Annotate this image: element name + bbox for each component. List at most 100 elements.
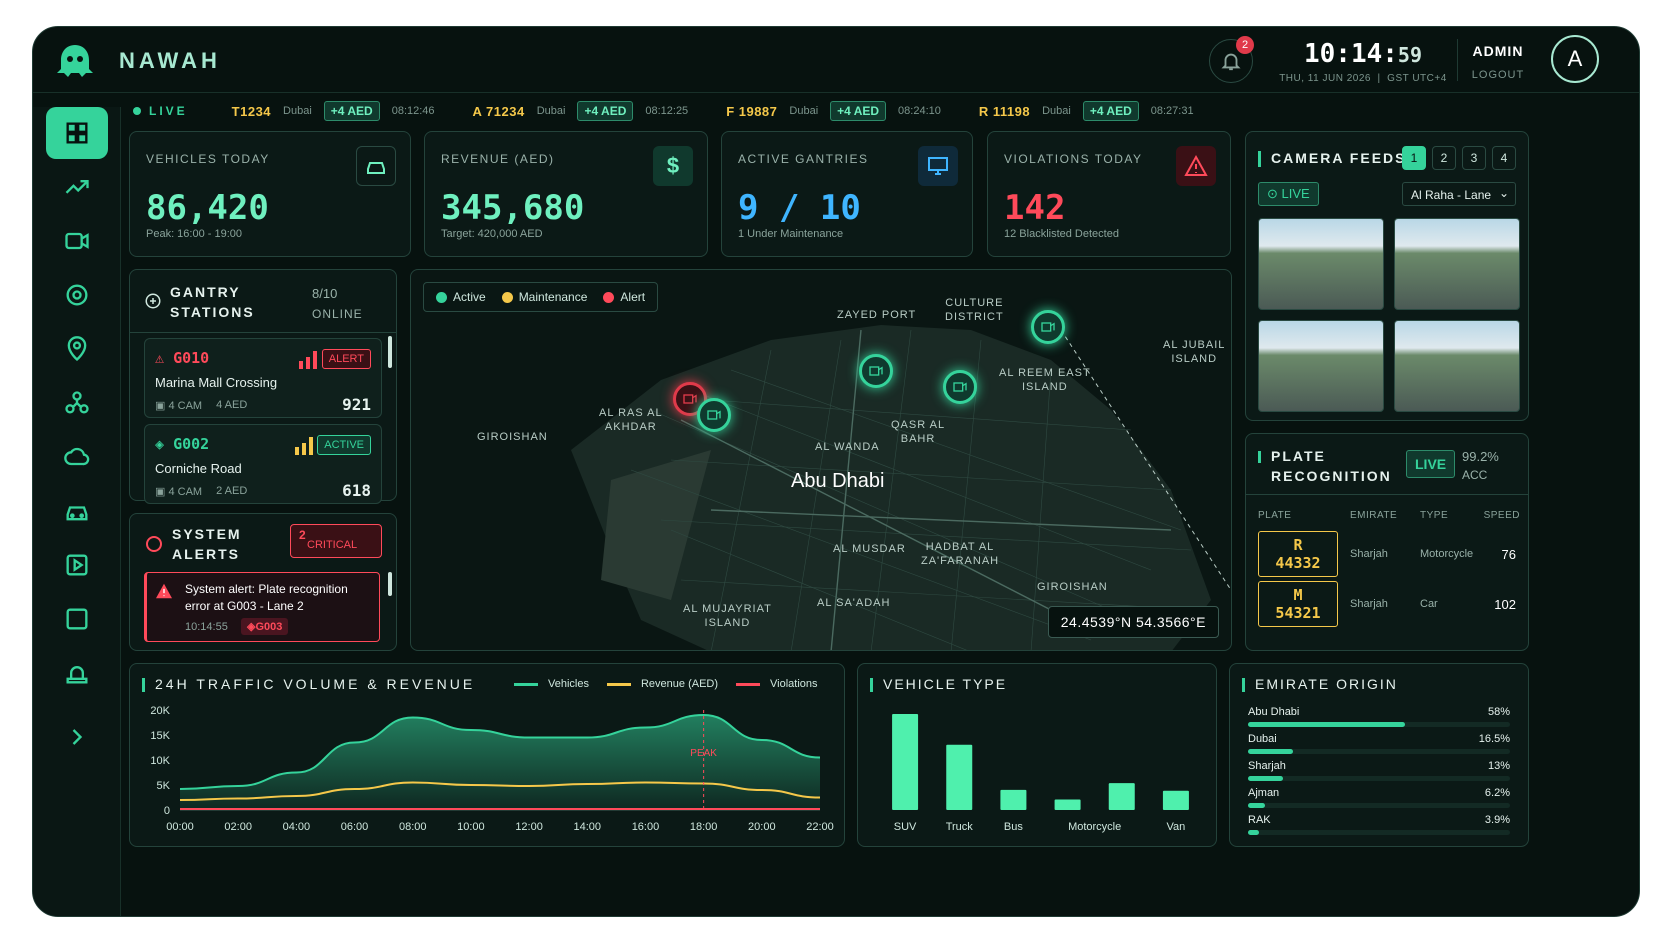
emirate-percent: 3.9% (1484, 814, 1510, 826)
camera-icon (953, 382, 967, 392)
camera-tab[interactable]: 3 (1462, 146, 1486, 170)
sidebar-item-reports[interactable] (46, 593, 108, 645)
legend-item[interactable]: Active (436, 290, 486, 304)
gantry-meta: ▣ 4 CAM 4 AED (155, 399, 248, 412)
emirate-row[interactable]: Sharjah 13% (1248, 760, 1510, 786)
legend-item[interactable]: Vehicles (514, 678, 589, 690)
camera-feed-thumbnail[interactable] (1394, 320, 1520, 412)
x-tick-label: 08:00 (399, 821, 427, 833)
gear-icon (66, 284, 88, 306)
gantry-pin[interactable] (943, 370, 977, 404)
camera-feed-thumbnail[interactable] (1258, 218, 1384, 310)
legend-item[interactable]: Revenue (AED) (606, 678, 718, 690)
map-label: CULTURE DISTRICT (945, 297, 1004, 323)
bar[interactable] (1162, 790, 1189, 810)
plate-live-badge[interactable]: LIVE (1406, 450, 1456, 478)
notifications-button[interactable]: 2 (1209, 36, 1254, 83)
sidebar-item-vehicles[interactable] (46, 485, 108, 537)
stat-label: ACTIVE GANTRIES (738, 152, 869, 166)
stat-card-violations[interactable]: VIOLATIONS TODAY 142 12 Blacklisted Dete… (987, 131, 1231, 257)
stat-sub: Peak: 16:00 - 19:00 (146, 228, 243, 240)
x-tick-label: 02:00 (224, 821, 252, 833)
alert-tag[interactable]: ◈G003 (241, 618, 289, 635)
plus-circle-icon (145, 293, 161, 309)
bar[interactable] (1108, 783, 1135, 810)
avatar[interactable]: A (1551, 35, 1599, 83)
series-line[interactable] (179, 781, 821, 801)
ticker-item[interactable]: R 11198 Dubai +4 AED 08:27:31 (979, 101, 1194, 121)
emirate-row[interactable]: Dubai 16.5% (1248, 733, 1510, 759)
emirate-row[interactable]: Ajman 6.2% (1248, 787, 1510, 813)
camera-icon: ▣ 4 CAM (155, 400, 203, 412)
gantry-pin[interactable] (1031, 310, 1065, 344)
camera-feed-thumbnail[interactable] (1394, 218, 1520, 310)
table-row[interactable]: M 54321 Sharjah Car 102 (1258, 581, 1516, 627)
brand[interactable]: NAWAH (55, 41, 221, 81)
sidebar-expand-button[interactable] (46, 711, 108, 763)
city-map[interactable] (411, 270, 1232, 651)
scrollbar[interactable] (388, 336, 392, 368)
camera-tab[interactable]: 1 (1402, 146, 1426, 170)
car-icon (66, 506, 88, 521)
gantry-pin[interactable] (859, 354, 893, 388)
stat-card-vehicles[interactable]: VEHICLES TODAY 86,420 Peak: 16:00 - 19:0… (129, 131, 411, 257)
bar[interactable] (946, 744, 973, 810)
y-tick-label: 5K (157, 780, 171, 792)
sidebar-item-cameras[interactable] (46, 215, 108, 267)
alert-message: System alert: Plate recognition error at… (185, 582, 348, 613)
stat-card-gantries[interactable]: ACTIVE GANTRIES 9 / 10 1 Under Maintenan… (721, 131, 973, 257)
camera-icon (65, 232, 89, 250)
critical-badge[interactable]: 2 CRITICAL (290, 524, 382, 558)
sidebar-item-cloud[interactable] (46, 431, 108, 483)
ticker-item[interactable]: A 71234 Dubai +4 AED 08:12:25 (473, 101, 689, 121)
sidebar-item-alerts[interactable] (46, 647, 108, 699)
camera-feed-thumbnail[interactable] (1258, 320, 1384, 412)
sidebar-item-settings[interactable] (46, 269, 108, 321)
camera-tab[interactable]: 4 (1492, 146, 1516, 170)
ticker-item[interactable]: F 19887 Dubai +4 AED 08:24:10 (726, 101, 941, 121)
camera-tab[interactable]: 2 (1432, 146, 1456, 170)
logout-link[interactable]: LOGOUT (1471, 69, 1525, 81)
ticker-time: 08:12:25 (645, 105, 689, 117)
map-panel[interactable]: Active Maintenance Alert ZAYED PORT CULT… (410, 269, 1232, 651)
gantry-pin[interactable] (697, 398, 731, 432)
sidebar-item-analytics[interactable] (46, 161, 108, 213)
sidebar-item-locations[interactable] (46, 323, 108, 375)
alert-item[interactable]: System alert: Plate recognition error at… (144, 572, 380, 642)
live-ticker: LIVE T1234 Dubai +4 AED 08:12:46 A 71234… (121, 93, 1639, 129)
legend-item[interactable]: Maintenance (501, 290, 587, 304)
series-line[interactable] (179, 713, 821, 790)
gantry-item[interactable]: ◈ G002 ACTIVE Corniche Road ▣ 4 CAM 2 AED… (144, 424, 382, 504)
traffic-chart[interactable]: 20K 15K 10K 5K 0 00:00 02:00 04:00 06:00 08:00 10:… (130, 700, 846, 848)
camera-feeds-title: CAMERA FEEDS (1258, 150, 1407, 168)
stat-value: 142 (1004, 188, 1066, 228)
camera-icon (683, 394, 697, 404)
vehicle-type-chart[interactable]: SUV Truck Bus Motorcycle Van (858, 700, 1218, 848)
gantry-code: ⚠ G010 (155, 349, 210, 367)
play-icon (66, 554, 88, 576)
legend-item[interactable]: Alert (603, 290, 645, 304)
map-label: AL MUJAYRIAT ISLAND (683, 603, 772, 629)
scrollbar[interactable] (388, 572, 392, 596)
legend-item[interactable]: Violations (736, 678, 818, 690)
ticker-item[interactable]: T1234 Dubai +4 AED 08:12:46 (232, 101, 435, 121)
camera-location-select[interactable]: Al Raha - Lane ⌄ (1402, 182, 1516, 206)
traffic-chart-panel: 24H TRAFFIC VOLUME & REVENUE Vehicles Re… (129, 663, 845, 847)
table-row[interactable]: R 44332 Sharjah Motorcycle 76 (1258, 531, 1516, 577)
camera-live-badge[interactable]: ⊙ LIVE (1258, 182, 1319, 206)
user-menu[interactable]: ADMIN LOGOUT (1465, 43, 1531, 81)
alerts-title: SYSTEM ALERTS (172, 526, 242, 562)
emirate-row[interactable]: RAK 3.9% (1248, 814, 1510, 840)
stat-card-revenue[interactable]: REVENUE (AED) 345,680 Target: 420,000 AE… (424, 131, 708, 257)
sidebar-item-dashboard[interactable] (46, 107, 108, 159)
stat-value: 9 / 10 (738, 188, 861, 228)
emirate-row[interactable]: Abu Dhabi 58% (1248, 706, 1510, 732)
sidebar-item-playback[interactable] (46, 539, 108, 591)
camera-icon (1041, 322, 1055, 332)
sidebar-item-network[interactable] (46, 377, 108, 429)
bar[interactable] (1054, 799, 1081, 810)
app-window: NAWAH 2 10:14:59 THU, 11 JUN 2026 | GST … (32, 26, 1640, 917)
bar[interactable] (892, 714, 919, 810)
gantry-item[interactable]: ⚠ G010 ALERT Marina Mall Crossing ▣ 4 CA… (144, 338, 382, 418)
bar[interactable] (1000, 789, 1027, 810)
